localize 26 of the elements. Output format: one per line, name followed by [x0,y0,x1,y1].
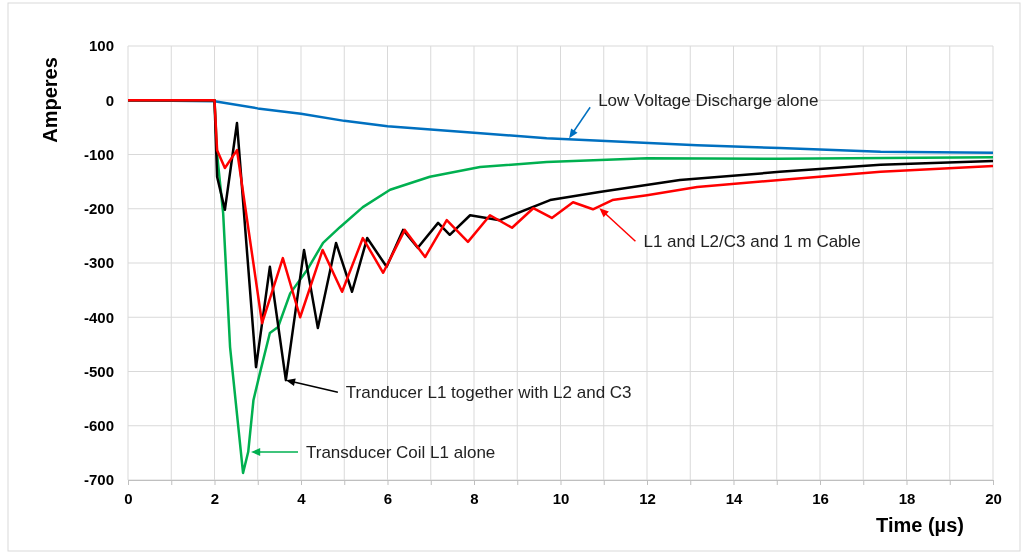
x-tick-label: 4 [297,489,307,507]
x-tick-label: 14 [725,489,743,507]
x-tick-label: 10 [552,489,570,507]
x-tick-label: 12 [639,489,656,507]
x-tick-label: 8 [470,489,479,507]
x-axis-title: Time (µs) [876,514,964,536]
annotation: Low Voltage Discharge alone [598,91,819,111]
y-tick-label: 100 [88,37,114,55]
annotation: L1 and L2/C3 and 1 m Cable [643,232,861,252]
x-tick-label: 6 [383,489,393,507]
y-tick-label: -100 [83,145,114,163]
y-tick-label: -500 [83,362,114,380]
y-tick-label: -300 [83,254,114,272]
x-tick-label: 16 [812,489,829,507]
y-axis-title: Amperes [39,57,61,143]
y-tick-label: 0 [105,91,114,109]
y-tick-label: -200 [83,200,114,218]
annotation: Transducer Coil L1 alone [306,442,496,462]
x-tick-label: 0 [124,489,133,507]
y-tick-label: -700 [83,471,114,489]
y-tick-label: -400 [83,308,114,326]
x-tick-label: 20 [985,489,1002,507]
x-tick-label: 18 [898,489,916,507]
x-tick-label: 2 [210,489,220,507]
y-tick-label: -600 [83,417,114,435]
annotation: Tranducer L1 together with L2 and C3 [345,383,632,403]
